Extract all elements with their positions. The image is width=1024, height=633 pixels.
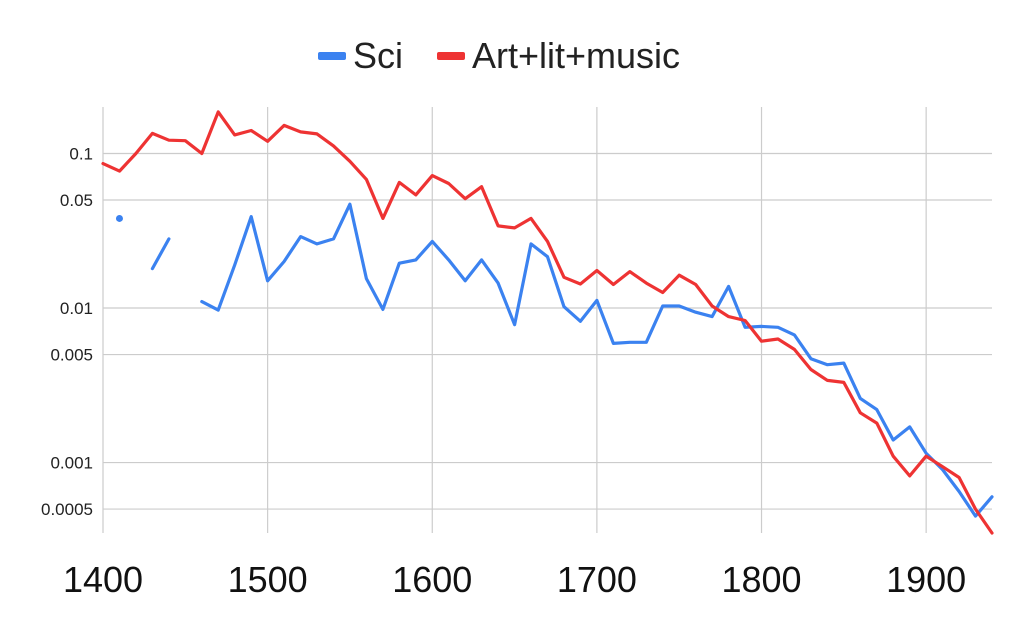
y-tick-label: 0.1 bbox=[69, 145, 93, 164]
series-line-segment bbox=[200, 202, 994, 518]
y-axis-ticks: 0.1 0.05 0.01 0.005 0.001 0.0005 bbox=[41, 145, 93, 520]
legend-swatch-art-lit-music bbox=[437, 52, 465, 60]
x-tick-label: 1700 bbox=[557, 559, 637, 600]
series-line-segment bbox=[150, 237, 171, 271]
legend-label-sci: Sci bbox=[353, 35, 403, 76]
series-point bbox=[115, 214, 123, 222]
y-tick-label: 0.005 bbox=[50, 346, 93, 365]
x-tick-label: 1500 bbox=[228, 559, 308, 600]
legend-swatch-sci bbox=[318, 52, 346, 60]
gridlines bbox=[102, 107, 992, 533]
x-axis-ticks: 1400 1500 1600 1700 1800 1900 bbox=[63, 559, 966, 600]
x-tick-label: 1800 bbox=[721, 559, 801, 600]
y-tick-label: 0.001 bbox=[50, 454, 93, 473]
series-layer bbox=[101, 110, 994, 535]
legend: Sci Art+lit+music bbox=[318, 35, 680, 76]
x-tick-label: 1600 bbox=[392, 559, 472, 600]
y-tick-label: 0.0005 bbox=[41, 500, 93, 519]
y-tick-label: 0.05 bbox=[60, 191, 93, 210]
series-line-segment bbox=[101, 110, 994, 535]
series-art-lit-music bbox=[101, 110, 994, 535]
y-tick-label: 0.01 bbox=[60, 299, 93, 318]
series-sci bbox=[115, 202, 994, 518]
legend-label-art-lit-music: Art+lit+music bbox=[472, 35, 680, 76]
x-tick-label: 1400 bbox=[63, 559, 143, 600]
x-tick-label: 1900 bbox=[886, 559, 966, 600]
